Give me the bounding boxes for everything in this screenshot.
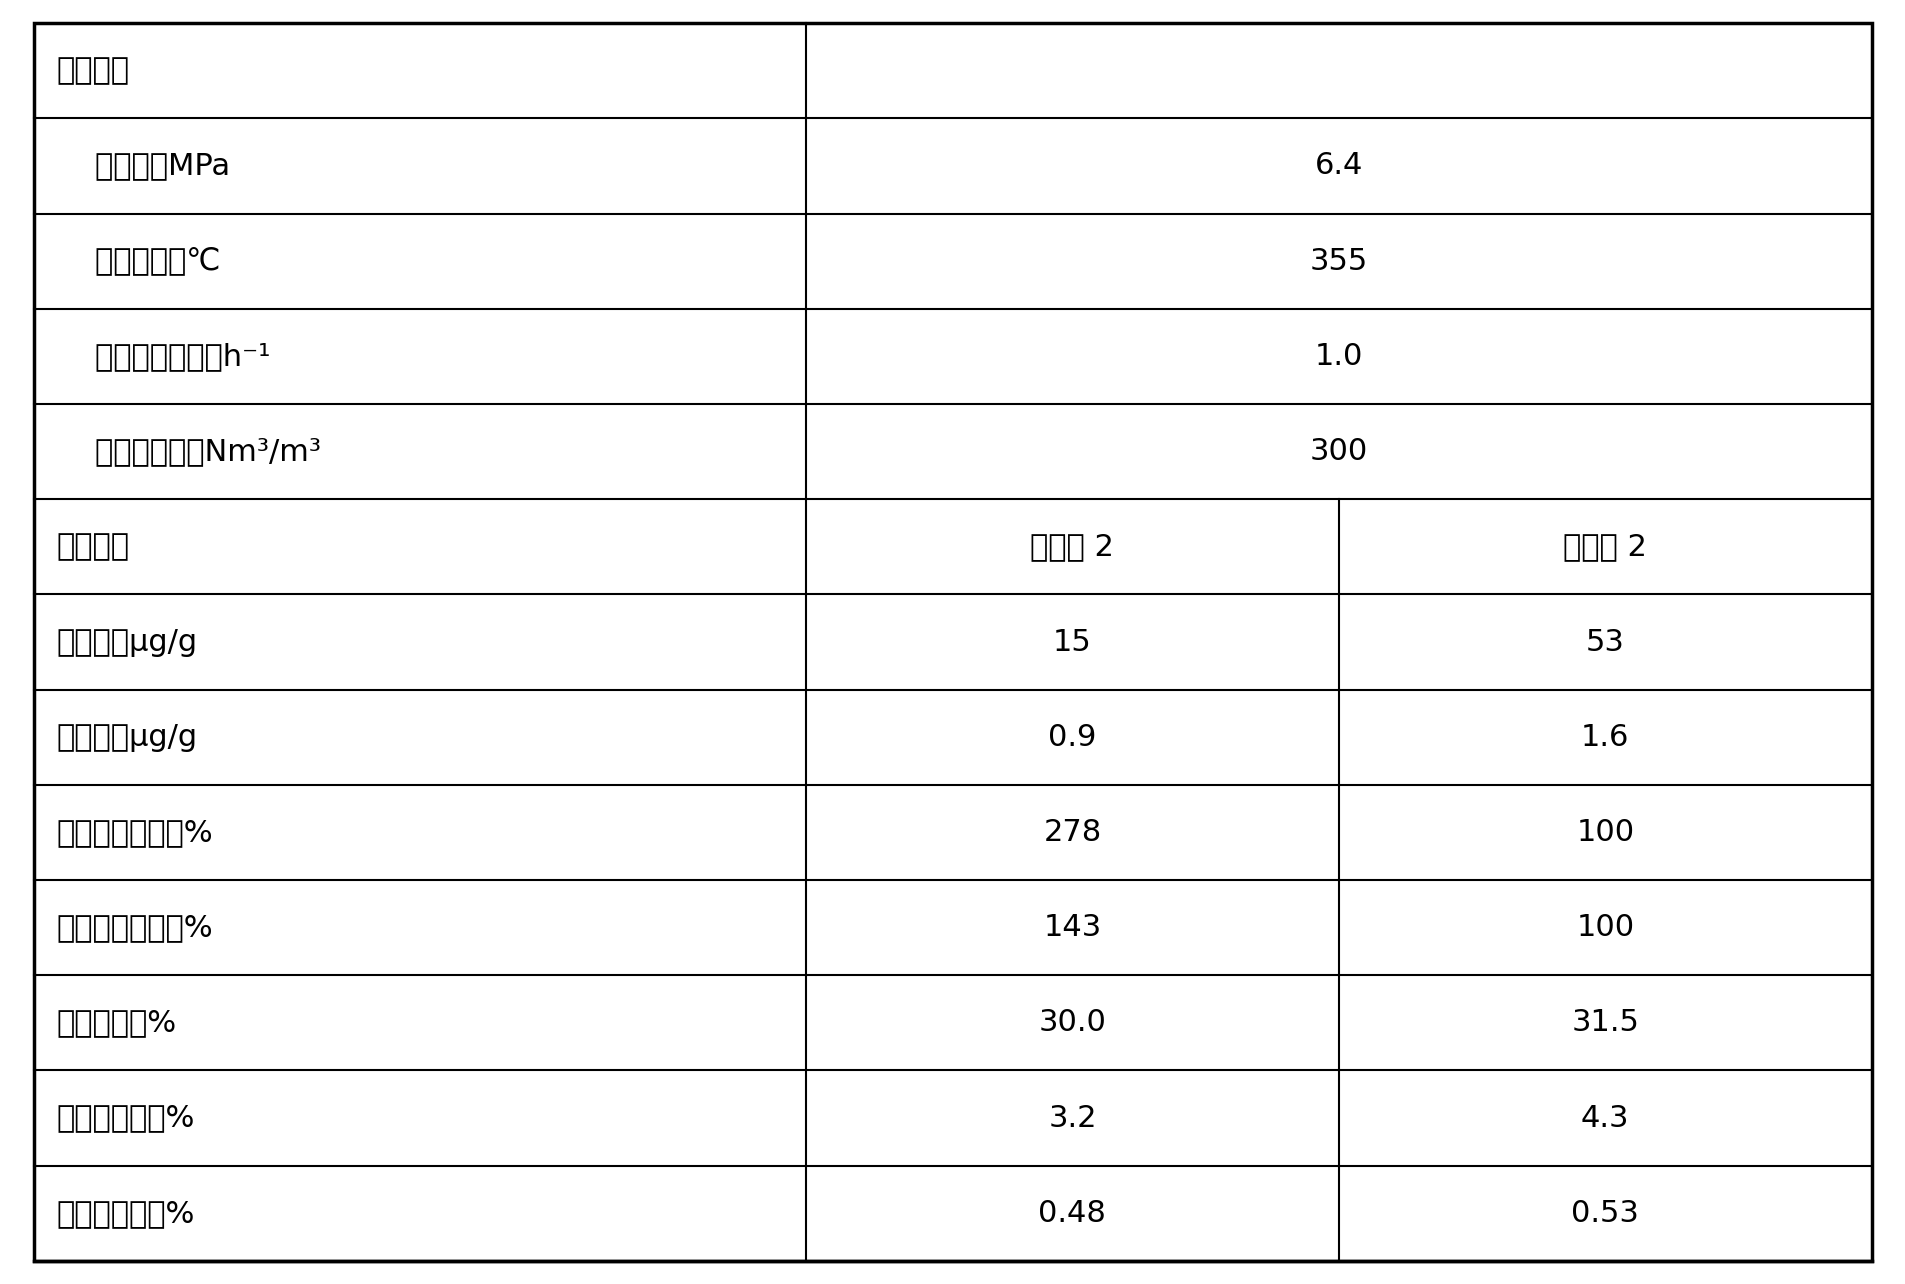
Text: 100: 100: [1575, 913, 1633, 942]
Text: 100: 100: [1575, 818, 1633, 847]
Text: 15: 15: [1052, 628, 1092, 656]
Text: 6.4: 6.4: [1314, 152, 1362, 181]
Text: 工艺条件: 工艺条件: [57, 56, 130, 85]
Text: 300: 300: [1309, 437, 1368, 466]
Text: 4.3: 4.3: [1579, 1103, 1629, 1132]
Text: 液时体积空速，h⁻¹: 液时体积空速，h⁻¹: [57, 342, 271, 371]
Text: 氢油体积比，Nm³/m³: 氢油体积比，Nm³/m³: [57, 437, 322, 466]
Text: 产品性质: 产品性质: [57, 533, 130, 561]
Text: 53: 53: [1585, 628, 1623, 656]
Text: 硫含量，μg/g: 硫含量，μg/g: [57, 628, 198, 656]
Text: 30.0: 30.0: [1038, 1008, 1105, 1037]
Text: 0.48: 0.48: [1038, 1199, 1105, 1228]
Text: 实施例 2: 实施例 2: [1031, 533, 1114, 561]
Text: 化学氢耗，重%: 化学氢耗，重%: [57, 1199, 194, 1228]
Text: 对比例 2: 对比例 2: [1562, 533, 1646, 561]
Text: 氮含量，μg/g: 氮含量，μg/g: [57, 723, 198, 751]
Text: 反应温度，℃: 反应温度，℃: [57, 247, 221, 276]
Text: 氢分压，MPa: 氢分压，MPa: [57, 152, 231, 181]
Text: 0.9: 0.9: [1048, 723, 1095, 751]
Text: 总芳烃，重%: 总芳烃，重%: [57, 1008, 177, 1037]
Text: 31.5: 31.5: [1570, 1008, 1638, 1037]
Text: 1.0: 1.0: [1314, 342, 1362, 371]
Text: 多环芳烃，重%: 多环芳烃，重%: [57, 1103, 194, 1132]
Text: 278: 278: [1042, 818, 1101, 847]
Text: 3.2: 3.2: [1048, 1103, 1095, 1132]
Text: 1.6: 1.6: [1581, 723, 1629, 751]
Text: 相对脱氮活性，%: 相对脱氮活性，%: [57, 913, 213, 942]
Text: 相对脱硫活性，%: 相对脱硫活性，%: [57, 818, 213, 847]
Text: 355: 355: [1309, 247, 1368, 276]
Text: 143: 143: [1042, 913, 1101, 942]
Text: 0.53: 0.53: [1570, 1199, 1638, 1228]
